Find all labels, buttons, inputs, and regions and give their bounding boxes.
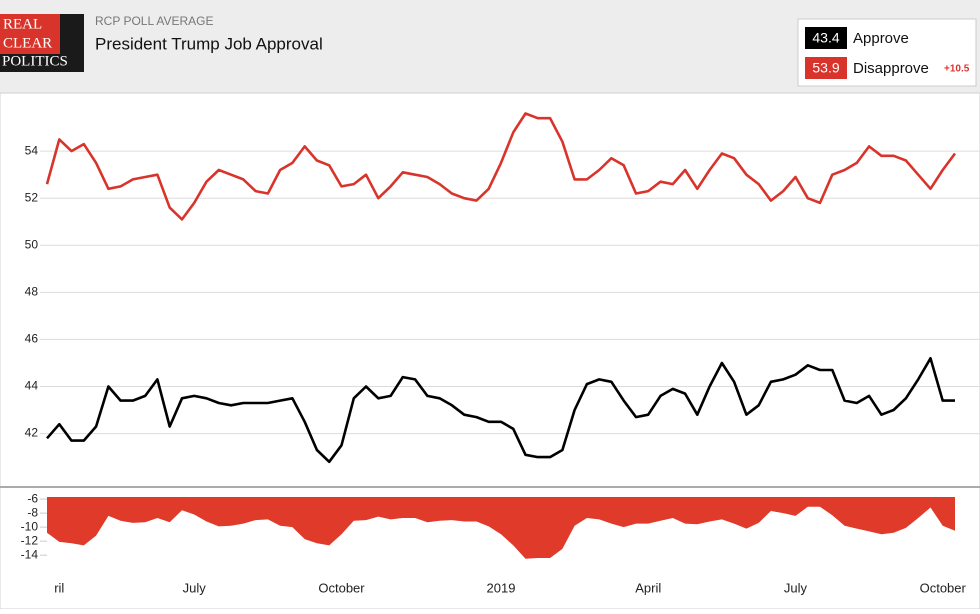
legend-label: Approve [853,30,909,47]
y-tick-label: 54 [25,143,39,157]
y-tick-label: 52 [25,190,39,204]
x-tick-label: July [183,580,207,595]
logo-text: POLITICS [2,53,68,69]
legend-label: Disapprove [853,60,929,77]
y-tick-label: 44 [25,379,39,393]
series-line [45,112,957,221]
x-tick-label: 2019 [487,580,516,595]
x-tick-label: ril [54,580,64,595]
plot-bg [0,92,980,610]
y-tick-label: 46 [25,332,39,346]
y-tick-label: -14 [21,547,39,561]
series-line [46,357,955,464]
logo-red [0,14,60,54]
y-tick-label: -6 [27,491,38,505]
y-tick-label: 42 [25,426,39,440]
legend-value: 43.4 [812,30,839,46]
legend-swatch [805,57,847,79]
legend-swatch [805,27,847,49]
x-tick-label: October [920,580,967,595]
y-tick-label: -10 [21,519,39,533]
spread-label: +10.5 [944,64,970,75]
y-tick-label: -8 [27,505,38,519]
legend-value: 53.9 [812,60,839,76]
chart-title: President Trump Job Approval [95,34,323,53]
x-tick-label: July [784,580,808,595]
y-tick-label: -12 [21,533,39,547]
spread-area [47,497,955,559]
x-tick-label: April [635,580,661,595]
logo-text: CLEAR [3,35,52,51]
y-tick-label: 50 [25,237,39,251]
y-tick-label: 48 [25,285,39,299]
kicker: RCP POLL AVERAGE [95,14,214,28]
logo-text: REAL [3,16,42,32]
x-tick-label: October [318,580,365,595]
